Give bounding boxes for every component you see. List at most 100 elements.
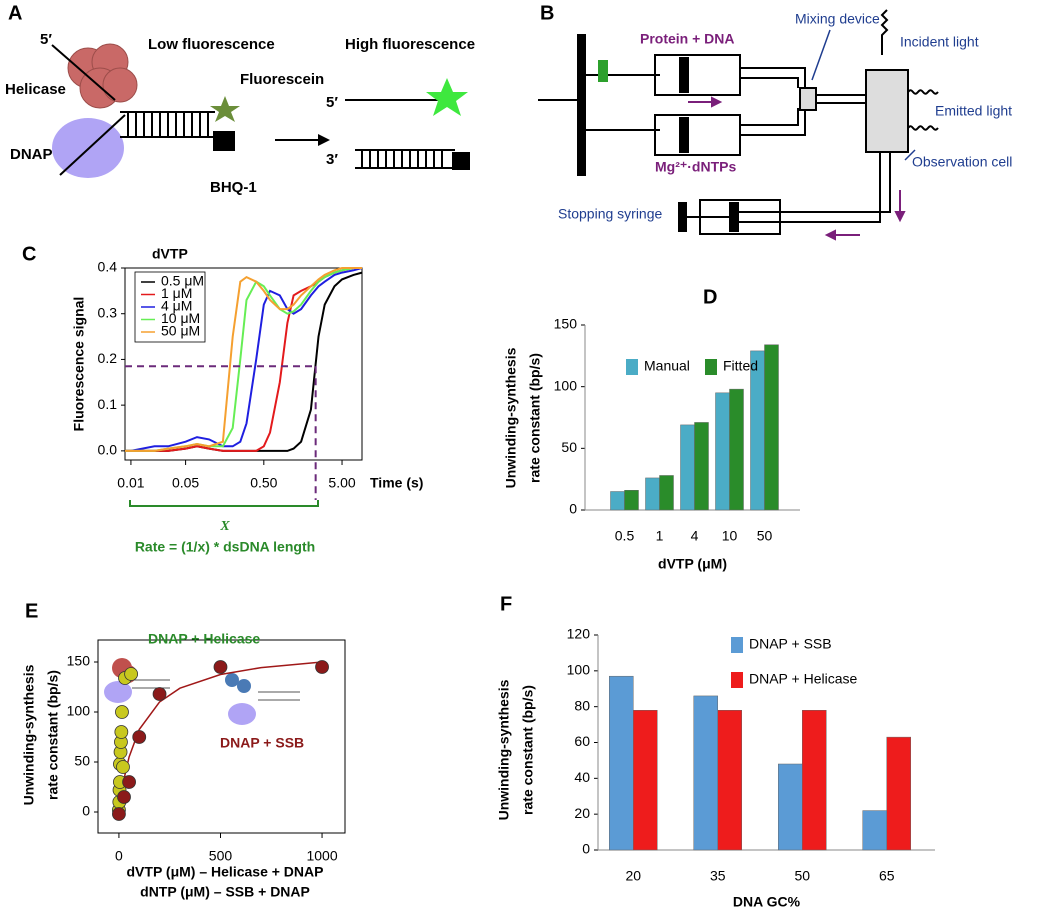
x-tick-label: 35 [710,868,726,884]
point [315,660,329,674]
x-tick-label: 50 [757,528,773,544]
bar [778,763,803,851]
apparatus [538,9,939,235]
bar [886,736,911,851]
label: Mg²⁺·dNTPs [655,159,736,175]
legend-label: Fitted [723,358,758,374]
x-tick-label: 0.05 [172,475,199,491]
panel-letter: C [22,243,36,265]
x-tick-label: 0 [115,848,123,864]
point [213,660,228,674]
y-tick-label: 120 [567,626,591,642]
point [116,760,130,774]
bar [715,392,730,511]
y-axis-label: Unwinding-synthesis [496,679,512,820]
y-axis-label: rate constant (bp/s) [527,353,543,483]
x-tick-label: 5.00 [328,475,355,491]
flow-arrows [688,96,906,241]
label: BHQ-1 [210,179,257,196]
x-tick-label: 10 [722,528,738,544]
point [132,730,147,744]
x-axis-label: Time (s) [370,475,423,491]
bar [764,344,779,511]
duplex [355,149,455,169]
legend-label: DNAP + Helicase [749,671,858,687]
legend-label: 50 μM [161,323,200,339]
bar [729,388,744,511]
legend-label: 1 μM [161,285,192,301]
bracket [129,500,319,507]
bar [693,695,718,851]
bar [802,710,827,851]
y-tick-label: 80 [574,697,590,713]
label: Protein + DNA [640,31,735,47]
label: Observation cell [912,154,1012,170]
bar [645,477,660,511]
plot-frame [97,639,346,834]
y-tick-label: 60 [574,733,590,749]
panel-letter: B [540,2,554,24]
y-tick-label: 150 [554,316,578,332]
legend-label: Manual [644,358,690,374]
bar [633,710,658,851]
x-tick-label: 20 [625,868,641,884]
panel-a: A 5′ Helicase Low fluorescence Fluoresce… [5,2,475,196]
quenched-star [210,96,240,122]
line [125,267,362,452]
strand [59,114,126,176]
y-tick-label: 50 [74,753,90,769]
legend-swatch [731,672,743,688]
bar [624,490,639,511]
y-tick-label: 100 [67,703,91,719]
helicase-icon [67,43,138,109]
bar [609,675,634,851]
y-axis-label: Unwinding-synthesis [503,347,519,488]
point [152,687,167,701]
y-tick-label: 100 [567,662,591,678]
arrow-head [318,134,330,146]
bar [694,422,709,511]
pointer-arrows [811,29,916,161]
bar [750,350,765,511]
x-tick-label: 500 [209,848,233,864]
label: DNAP [10,146,53,163]
x-axis-label: DNA GC% [733,894,801,910]
green-plunger [598,60,608,82]
x-tick-label: 0.5 [615,528,635,544]
y-tick-label: 0 [582,841,590,857]
label: 5′ [40,31,52,48]
y-tick-label: 40 [574,769,590,785]
bar [717,710,742,851]
bar [680,424,695,511]
y-tick-label: 100 [554,377,578,393]
point [117,790,131,804]
strand [51,44,116,101]
x-tick-label: 0.01 [117,475,144,491]
label: Mixing device [795,11,880,27]
y-tick-label: 0.0 [98,442,118,458]
annotation: Rate = (1/x) * dsDNA length [135,539,315,555]
bar [862,810,887,851]
panel-b: B Protein + DNA Mixing device Incident l… [538,2,1012,241]
annotation: X [219,519,230,534]
panel-letter: E [25,600,38,622]
y-tick-label: 0.4 [98,259,118,275]
quencher [213,131,235,151]
fluor-star [426,78,468,116]
y-tick-label: 0.2 [98,350,118,366]
series-label: DNAP + SSB [220,735,304,751]
legend-swatch [731,637,743,653]
legend-swatch [626,359,638,375]
panel-letter: A [8,2,22,24]
point [122,775,136,789]
label: 3′ [326,151,338,168]
x-axis-label: dVTP (μM) [658,556,727,572]
panel-letter: D [703,286,717,308]
label: Fluorescein [240,71,324,88]
x-tick-label: 1 [656,528,664,544]
y-axis-label: rate constant (bp/s) [520,685,536,815]
x-tick-label: 1000 [306,848,337,864]
label: Low fluorescence [148,36,275,53]
quencher [452,152,470,170]
